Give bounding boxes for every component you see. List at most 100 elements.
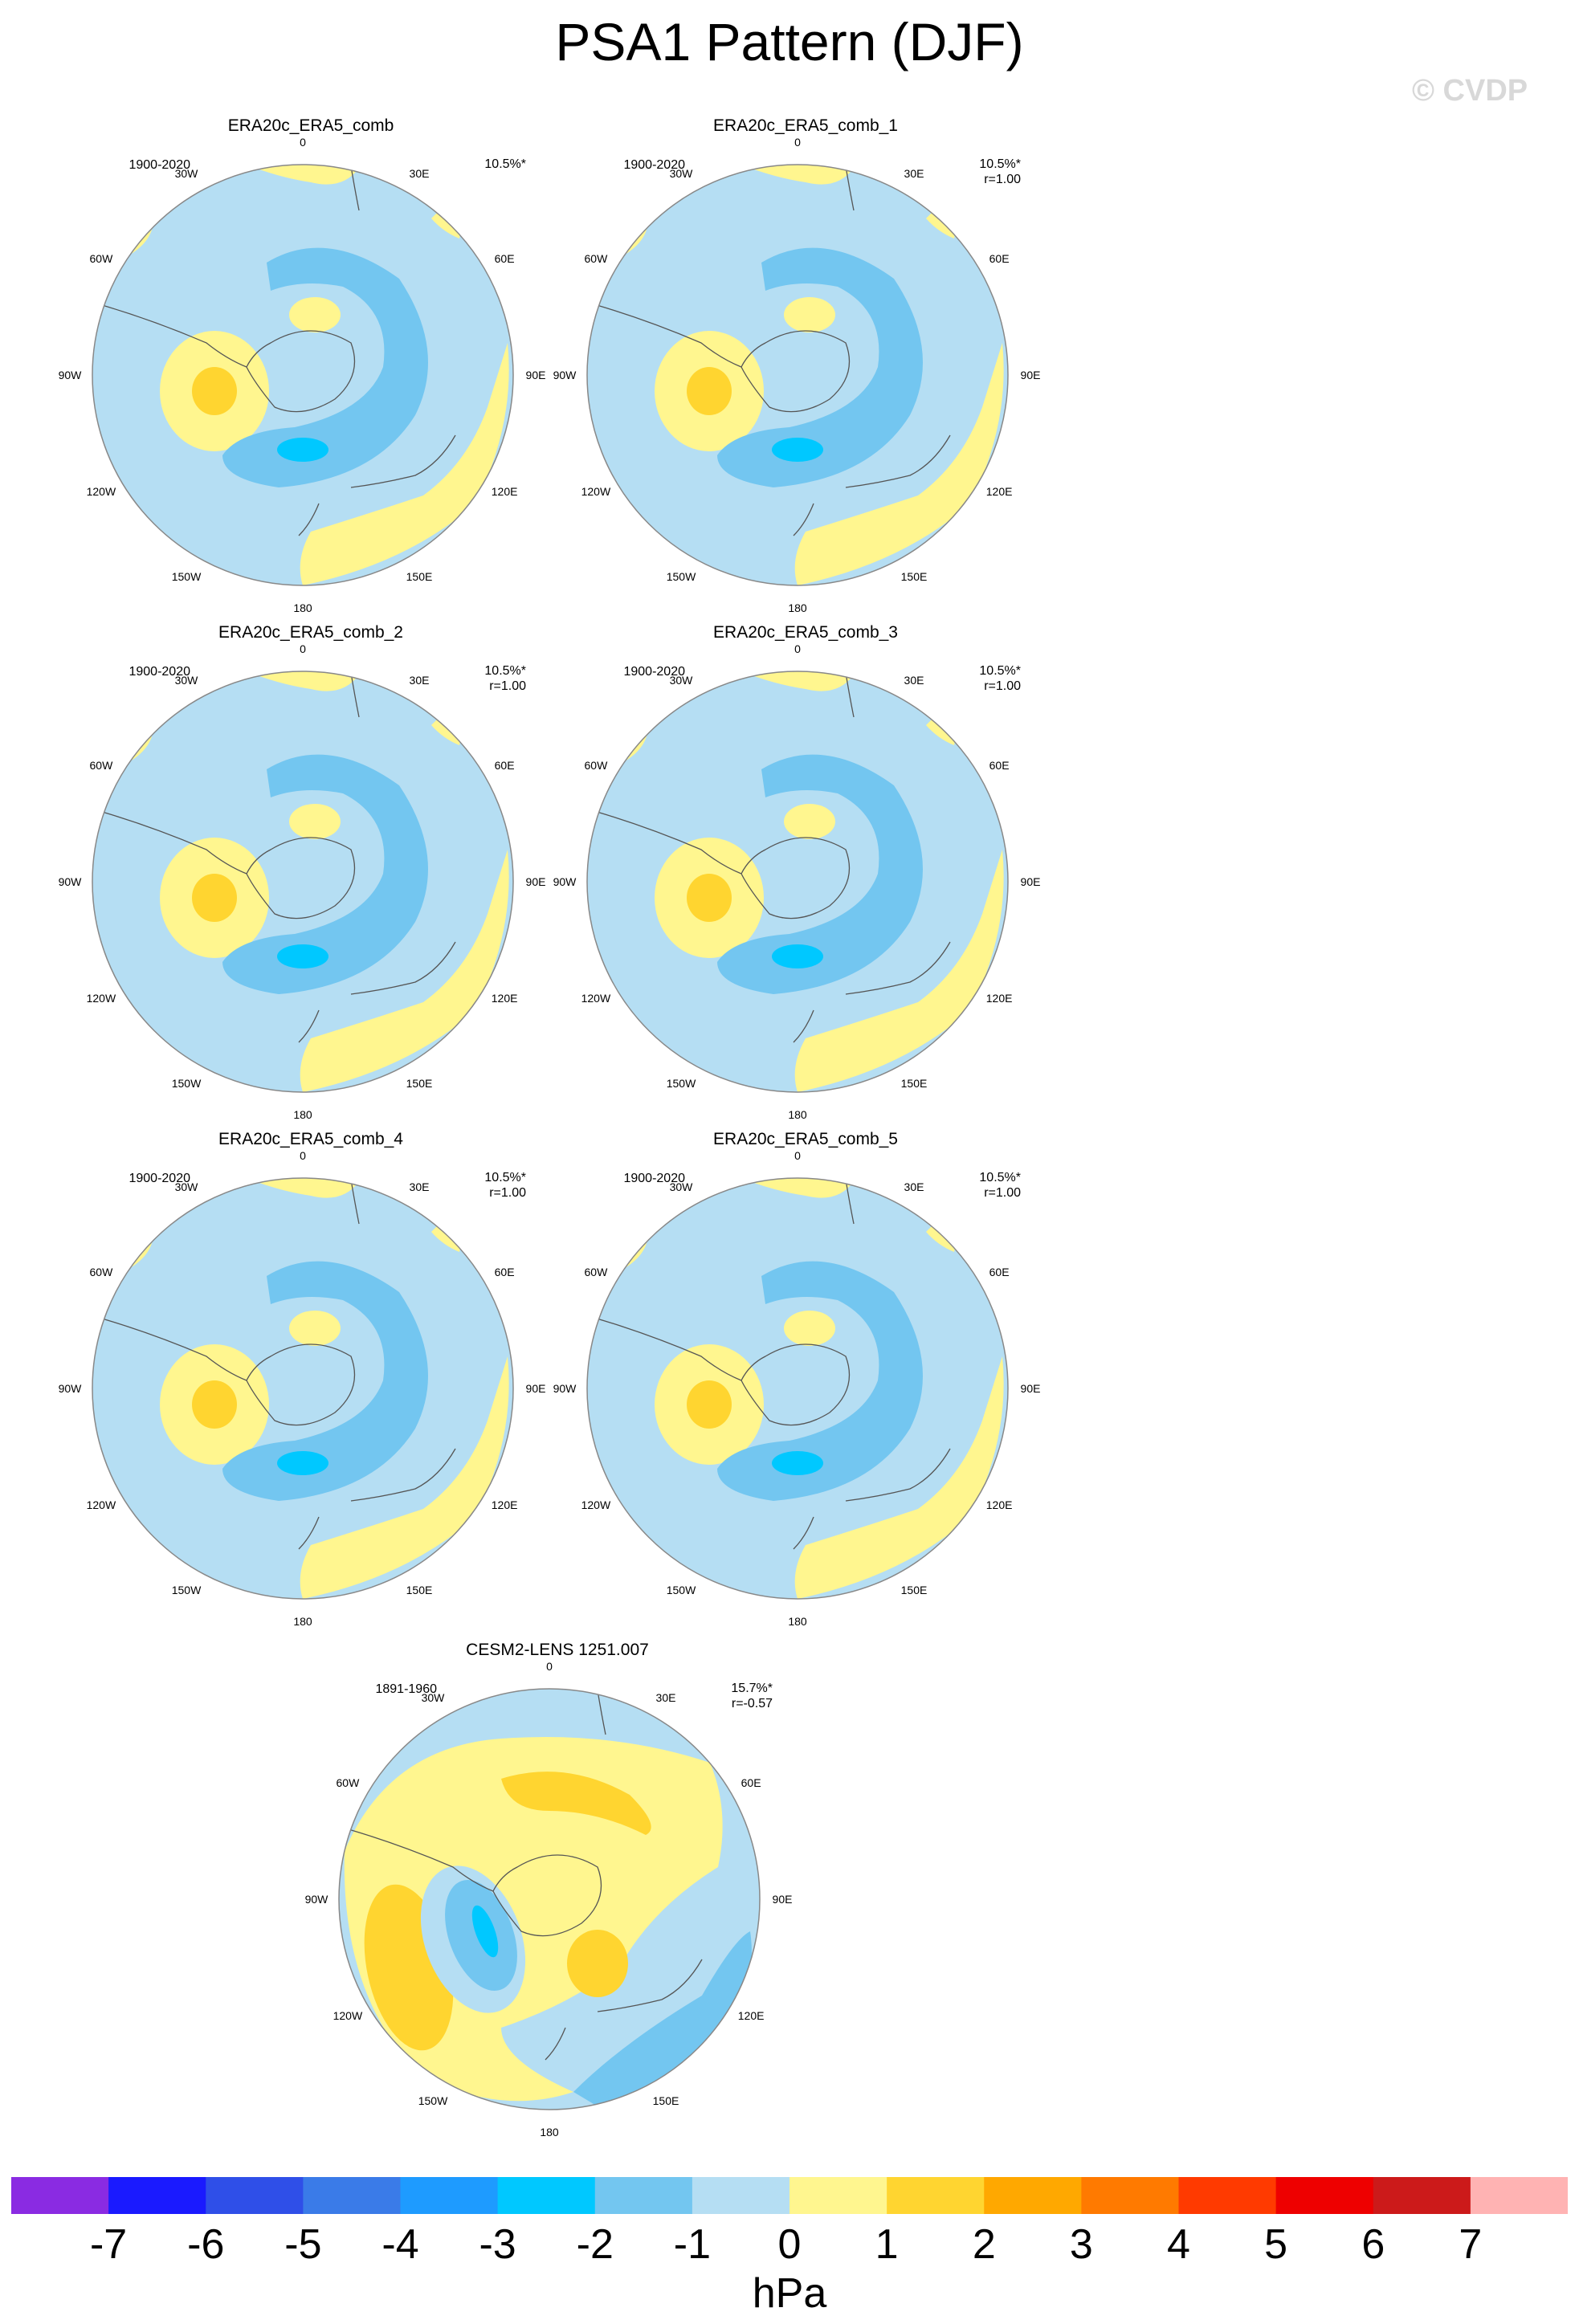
positive-region-small <box>289 1311 341 1346</box>
map-boundary <box>586 671 1009 1093</box>
longitude-label: 120W <box>86 992 116 1005</box>
panel-title: ERA20c_ERA5_comb_1 <box>713 116 898 135</box>
colorbar-tick-label: -3 <box>479 2221 516 2268</box>
map-boundary <box>586 1177 1009 1600</box>
longitude-label: 30E <box>904 166 924 180</box>
colorbar-segment <box>400 2177 499 2214</box>
panel-correlation: r=1.00 <box>984 679 1021 693</box>
negative-band <box>717 1261 923 1501</box>
australia-coast <box>350 1448 456 1502</box>
south-america-coast <box>93 809 247 875</box>
longitude-label: 120E <box>491 1498 518 1511</box>
coastlines <box>588 1179 951 1550</box>
coastlines <box>340 1690 703 2061</box>
panel-stats: 10.5%* <box>422 157 526 172</box>
colorbar-tick-label: -6 <box>187 2221 225 2268</box>
positive-region-northeast <box>431 1224 460 1252</box>
panel-correlation: r=1.00 <box>984 1186 1021 1200</box>
positive-region-east-arc <box>300 1356 509 1599</box>
longitude-label: 30E <box>655 1690 676 1704</box>
panel-percent-variance: 10.5%* <box>484 1171 526 1184</box>
longitude-label: 120E <box>737 2009 765 2022</box>
panel-percent-variance: 10.5%* <box>484 664 526 678</box>
new-zealand-coast <box>545 2027 566 2061</box>
positive-region-northeast <box>926 210 955 239</box>
longitude-label: 180 <box>540 2126 559 2138</box>
coastlines <box>588 165 951 536</box>
longitude-label: 150E <box>406 1584 433 1597</box>
panel-period: 1900-2020 <box>129 158 190 172</box>
longitude-label: 60W <box>89 759 113 772</box>
colorbar-tick-label: -5 <box>284 2221 322 2268</box>
longitude-label: 60E <box>989 759 1010 772</box>
longitude-label: 120W <box>581 1498 611 1511</box>
antarctica-coast <box>741 837 851 919</box>
longitude-label: 150E <box>406 1077 433 1091</box>
antarctica-coast <box>741 1343 851 1426</box>
colorbar-tick-label: -2 <box>576 2221 614 2268</box>
longitude-label: 90E <box>525 875 546 888</box>
map-panel: ERA20c_ERA5_comb 1900-2020 10.5%* <box>58 116 560 630</box>
longitude-label: 180 <box>293 601 312 614</box>
panel-correlation: r=-0.57 <box>731 1697 773 1710</box>
panel-percent-variance: 10.5%* <box>484 157 526 171</box>
coastlines <box>93 1179 456 1550</box>
panel-title: CESM2-LENS 1251.007 <box>466 1641 649 1659</box>
positive-region-small <box>784 804 835 839</box>
panel-stats: 10.5%* r=1.00 <box>422 663 526 694</box>
colorbar-segment <box>1373 2177 1471 2214</box>
colorbar-segment <box>497 2177 596 2214</box>
colorbar-tick-label: 3 <box>1069 2221 1093 2268</box>
polar-map <box>338 1688 761 2110</box>
panel-period: 1900-2020 <box>129 1172 190 1185</box>
longitude-label: 30E <box>409 1180 430 1193</box>
negative-band <box>222 1261 428 1501</box>
positive-core-pacific <box>192 874 237 922</box>
longitude-label: 60E <box>989 252 1010 265</box>
longitude-label: 90E <box>525 369 546 381</box>
longitude-label: 150E <box>900 1077 928 1091</box>
colorbar-tick-label: 5 <box>1264 2221 1288 2268</box>
positive-region-north <box>741 671 854 691</box>
longitude-label: 90E <box>1020 875 1041 888</box>
colorbar-tick-label: -4 <box>381 2221 419 2268</box>
longitude-label: 90W <box>58 369 82 381</box>
colorbar-segment <box>303 2177 402 2214</box>
map-boundary <box>92 1177 514 1600</box>
positive-core-pacific <box>192 1380 237 1429</box>
longitude-label: 0 <box>300 642 306 655</box>
longitude-label: 90W <box>553 369 577 381</box>
polar-map <box>92 164 514 586</box>
positive-region-northeast <box>926 717 955 745</box>
longitude-label: 120W <box>86 1498 116 1511</box>
longitude-label: 60E <box>494 1266 515 1278</box>
longitude-label: 30W <box>421 1690 445 1704</box>
positive-region-north <box>247 671 359 691</box>
positive-region-east-arc <box>794 343 1004 585</box>
positive-region-northeast <box>431 717 460 745</box>
positive-core-north <box>501 1772 651 1835</box>
australia-coast <box>845 941 951 995</box>
negative-band <box>717 247 923 487</box>
south-america-coast <box>93 1315 247 1381</box>
longitude-label: 60E <box>494 759 515 772</box>
map-boundary <box>92 164 514 586</box>
positive-region-north <box>247 165 359 185</box>
map-panel: ERA20c_ERA5_comb_5 1900-2020 10.5%* r=1.… <box>553 1130 1055 1644</box>
longitude-label: 150W <box>171 1584 202 1597</box>
positive-region-east-arc <box>300 343 509 585</box>
longitude-label: 60W <box>89 1266 113 1278</box>
positive-region-small <box>289 804 341 839</box>
panel-period: 1900-2020 <box>623 665 685 679</box>
longitude-label: 30W <box>669 1180 693 1193</box>
positive-region-small <box>289 297 341 332</box>
new-zealand-coast <box>298 1009 320 1043</box>
panel-title: ERA20c_ERA5_comb_2 <box>218 623 403 642</box>
colorbar-segment <box>692 2177 790 2214</box>
map-boundary <box>92 671 514 1093</box>
panel-stats: 10.5%* r=1.00 <box>422 1170 526 1201</box>
negative-anomaly-regions <box>222 247 428 487</box>
positive-core-pacific <box>687 874 732 922</box>
map-panel: ERA20c_ERA5_comb_4 1900-2020 10.5%* r=1.… <box>59 1130 560 1644</box>
longitude-label: 120W <box>581 992 611 1005</box>
